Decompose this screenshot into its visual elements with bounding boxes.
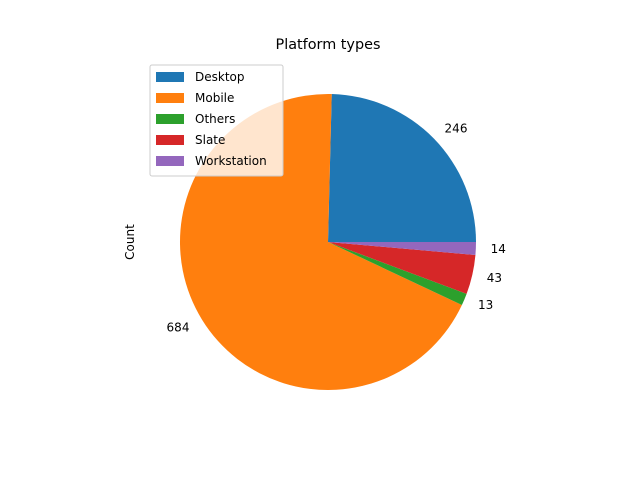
pie-slice-labels: 246 684 13 43 14 <box>167 121 506 334</box>
legend-label-mobile: Mobile <box>195 91 234 105</box>
pie-slice-desktop <box>328 94 476 242</box>
legend-swatch-others <box>156 114 184 124</box>
legend: Desktop Mobile Others Slate Workstation <box>149 64 284 177</box>
slice-value-label-slate: 43 <box>487 271 502 285</box>
slice-value-label-desktop: 246 <box>445 121 468 135</box>
slice-value-label-workstation: 14 <box>491 242 506 256</box>
legend-swatch-desktop <box>156 72 184 82</box>
slice-value-label-others: 13 <box>478 298 493 312</box>
legend-label-desktop: Desktop <box>195 70 245 84</box>
y-axis-label: Count <box>123 224 137 260</box>
legend-label-others: Others <box>195 112 235 126</box>
legend-label-slate: Slate <box>195 133 225 147</box>
legend-label-workstation: Workstation <box>195 154 267 168</box>
legend-frame <box>149 64 284 177</box>
slice-value-label-mobile: 684 <box>167 321 190 335</box>
pie-slice-workstation <box>328 242 477 255</box>
legend-swatch-slate <box>156 135 184 145</box>
pie-slice-slate <box>328 242 476 294</box>
chart-title: Platform types <box>276 37 381 53</box>
legend-swatch-mobile <box>156 93 184 103</box>
pie-slice-others <box>328 242 467 306</box>
legend-swatch-workstation <box>156 156 184 166</box>
